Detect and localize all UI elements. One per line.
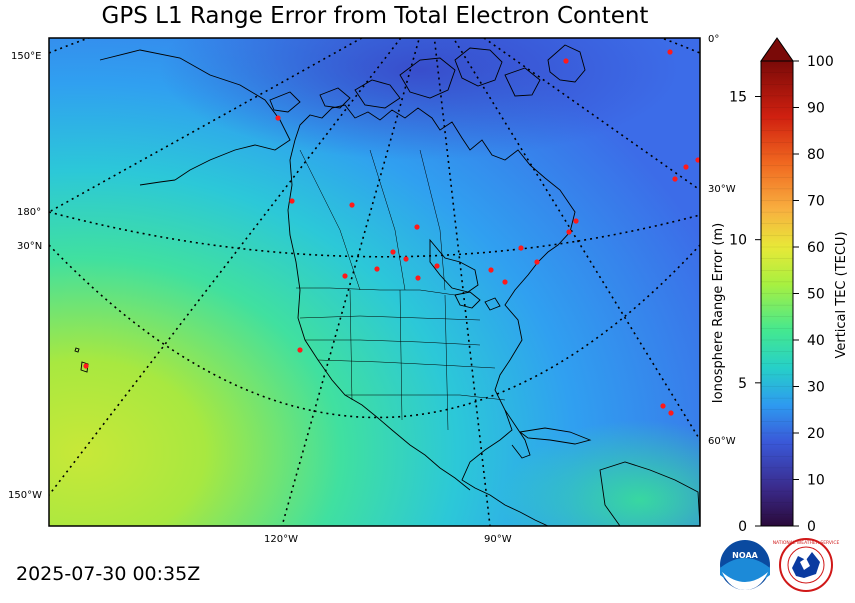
- station-dot: [297, 347, 303, 353]
- colorbar-fill: [761, 61, 793, 526]
- graticule-label-0: 0°: [708, 34, 719, 45]
- tec-tick-label: 80: [807, 147, 825, 163]
- nws-logo-text: NATIONAL WEATHER SERVICE: [773, 540, 840, 546]
- borders: [296, 149, 506, 431]
- range-tick-label: 15: [729, 90, 747, 106]
- station-dot: [534, 259, 540, 265]
- range-axis: 0 5 10 15: [729, 90, 761, 535]
- graticule-label-120w: 120°W: [264, 534, 298, 545]
- range-tick-label: 0: [738, 519, 747, 535]
- colorbar: 0 5 10 15 0 10 20 30 40 50 60 70 80 90 100 Ionosphere…: [711, 37, 849, 535]
- station-dot: [566, 229, 572, 235]
- station-dot: [414, 224, 420, 230]
- graticule-label-30w: 30°W: [708, 184, 736, 195]
- tec-tick-label: 60: [807, 240, 825, 256]
- graticule-label-180: 180°: [17, 207, 41, 218]
- station-dot: [518, 245, 524, 251]
- station-dot: [683, 164, 689, 170]
- station-dot: [275, 115, 281, 121]
- station-dot: [403, 256, 409, 262]
- station-dot: [488, 267, 494, 273]
- station-dot: [563, 58, 569, 64]
- graticule-label-60w: 60°W: [708, 436, 736, 447]
- station-dot: [289, 198, 295, 204]
- nws-logo: NATIONAL WEATHER SERVICE: [773, 538, 840, 592]
- tec-tick-label: 40: [807, 333, 825, 349]
- station-dot: [667, 49, 673, 55]
- station-dot: [415, 275, 421, 281]
- graticule-label-150w: 150°W: [8, 490, 42, 501]
- station-dot: [390, 249, 396, 255]
- tec-tick-label: 90: [807, 101, 825, 117]
- graticule-label-30n: 30°N: [17, 241, 42, 252]
- tec-tick-label: 0: [807, 519, 816, 535]
- station-dot: [502, 279, 508, 285]
- graticule: [49, 38, 700, 526]
- graticule-label-150e: 150°E: [11, 51, 41, 62]
- station-dot: [349, 202, 355, 208]
- station-dot: [342, 273, 348, 279]
- range-axis-label: Ionosphere Range Error (m): [711, 223, 726, 403]
- noaa-logo: NOAA: [720, 540, 770, 590]
- coastlines: [74, 44, 700, 526]
- station-dot: [374, 266, 380, 272]
- map-frame: [48, 37, 701, 527]
- gps-stations: [83, 49, 701, 416]
- tec-tick-label: 50: [807, 287, 825, 303]
- station-dot: [660, 403, 666, 409]
- station-dot: [668, 410, 674, 416]
- tec-tick-label: 100: [807, 54, 834, 70]
- noaa-logo-text: NOAA: [732, 551, 758, 560]
- timestamp: 2025-07-30 00:35Z: [16, 563, 201, 585]
- chart-title: GPS L1 Range Error from Total Electron C…: [101, 3, 649, 29]
- station-dot: [573, 218, 579, 224]
- graticule-label-90w: 90°W: [484, 534, 512, 545]
- station-dot: [672, 176, 678, 182]
- range-tick-label: 5: [738, 376, 747, 392]
- station-dot: [434, 263, 440, 269]
- tec-field: [49, 38, 700, 526]
- colorbar-extend-arrow: [760, 37, 794, 62]
- tec-axis: 0 10 20 30 40 50 60 70 80 90 100: [793, 54, 834, 535]
- tec-tick-label: 30: [807, 380, 825, 396]
- tec-tick-label: 20: [807, 426, 825, 442]
- range-tick-label: 10: [729, 233, 747, 249]
- tec-axis-label: Vertical TEC (TECU): [834, 231, 849, 358]
- station-dot: [83, 363, 89, 369]
- tec-tick-label: 10: [807, 473, 825, 489]
- tec-tick-label: 70: [807, 194, 825, 210]
